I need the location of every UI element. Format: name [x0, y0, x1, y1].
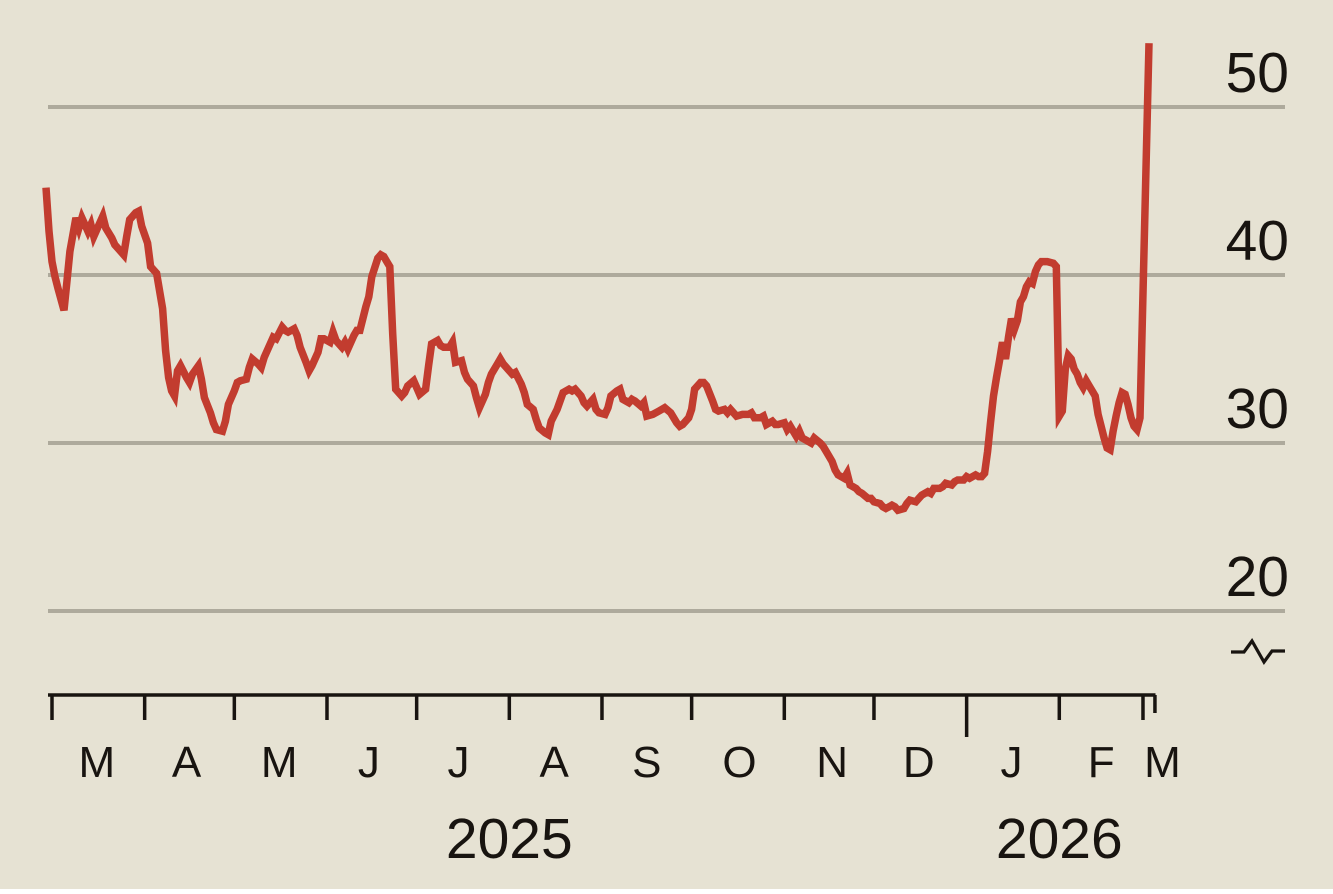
y-axis-label: 20	[1226, 545, 1289, 609]
y-axis-label: 50	[1226, 41, 1289, 105]
month-label: J	[358, 738, 380, 787]
month-label: D	[903, 738, 935, 787]
series-line	[42, 43, 1153, 515]
month-label: A	[172, 738, 202, 787]
year-label: 2026	[996, 807, 1123, 871]
month-label: S	[632, 738, 661, 787]
month-label: J	[448, 738, 470, 787]
x-axis	[48, 693, 1157, 737]
year-label: 2025	[446, 807, 573, 871]
month-label: M	[1144, 738, 1181, 787]
month-label: M	[261, 738, 298, 787]
y-axis-labels: 50 40 30 20	[1226, 41, 1289, 609]
month-label: M	[79, 738, 116, 787]
x-axis-year-labels: 2025 2026	[446, 807, 1123, 871]
month-label: N	[816, 738, 848, 787]
axis-break-icon	[1231, 638, 1285, 665]
price-line	[42, 43, 1153, 515]
y-axis-label: 40	[1226, 209, 1289, 273]
month-label: J	[1000, 738, 1022, 787]
y-axis-label: 30	[1226, 377, 1289, 441]
gridlines	[48, 105, 1285, 613]
month-label: A	[539, 738, 569, 787]
month-label: O	[722, 738, 756, 787]
month-label: F	[1088, 738, 1115, 787]
